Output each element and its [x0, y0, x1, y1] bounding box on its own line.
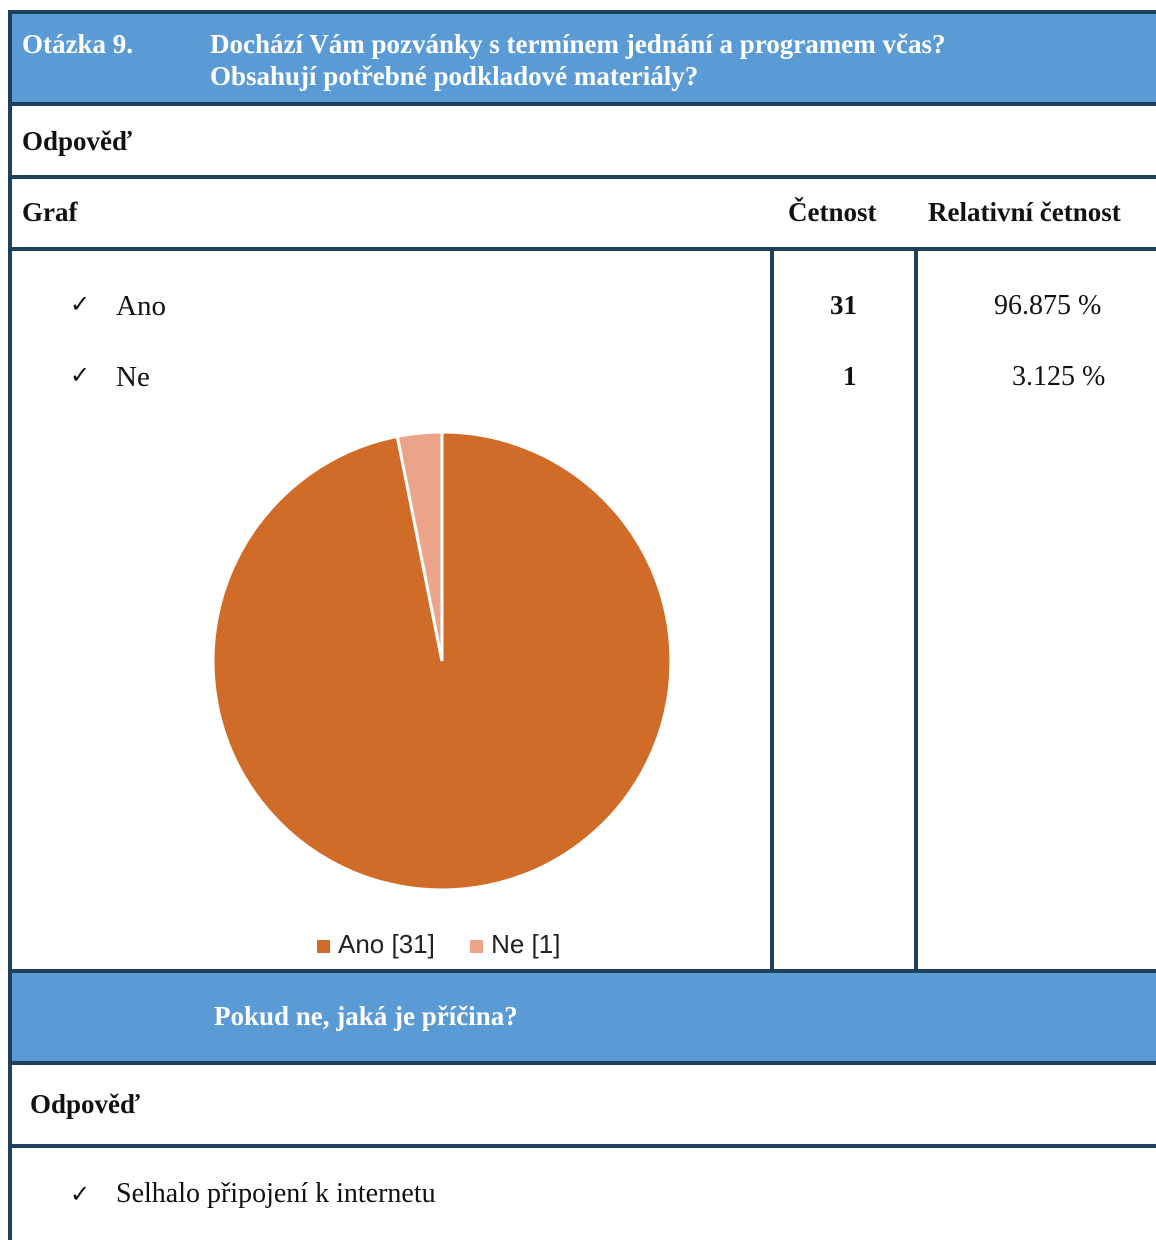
- followup-header: Pokud ne, jaká je příčina?: [12, 973, 1156, 1061]
- option-relative: 3.125 %: [1012, 361, 1106, 392]
- option-label: Ano: [116, 290, 166, 322]
- followup-answer-text: Selhalo připojení k internetu: [116, 1178, 436, 1209]
- question-text-line2: Obsahují potřebné podkladové materiály?: [210, 61, 699, 91]
- check-icon: ✓: [70, 361, 91, 389]
- option-count: 1: [843, 361, 857, 391]
- legend-item-ano: Ano [31]: [317, 929, 435, 959]
- answer-label: Odpověď: [22, 126, 132, 156]
- header-graph: Graf: [22, 197, 78, 227]
- legend-swatch-ne: [470, 939, 484, 953]
- option-relative: 96.875 %: [994, 290, 1102, 321]
- question-number: Otázka 9.: [22, 29, 133, 59]
- check-icon: ✓: [70, 290, 91, 318]
- legend-item-ne: Ne [1]: [470, 929, 560, 959]
- check-icon: ✓: [70, 1180, 91, 1208]
- header-frequency: Četnost: [788, 197, 877, 227]
- survey-question-table: Otázka 9. Dochází Vám pozvánky s termíne…: [8, 10, 1156, 1240]
- header-relative-frequency: Relativní četnost: [928, 197, 1121, 227]
- legend-label-ne: Ne [1]: [491, 929, 561, 959]
- question-text-line1: Dochází Vám pozvánky s termínem jednání …: [210, 29, 946, 59]
- followup-question: Pokud ne, jaká je příčina?: [214, 1001, 518, 1031]
- chart-legend: Ano [31] Ne [1]: [317, 929, 560, 960]
- pie-slice-ne: [395, 430, 444, 662]
- legend-swatch-ano: [317, 939, 330, 953]
- followup-answer-label: Odpověď: [30, 1089, 140, 1119]
- option-count: 31: [830, 290, 857, 320]
- pie-chart: [211, 430, 673, 892]
- question-header: Otázka 9. Dochází Vám pozvánky s termíne…: [12, 14, 1156, 104]
- legend-label-ano: Ano [31]: [338, 929, 435, 959]
- option-label: Ne: [116, 361, 150, 393]
